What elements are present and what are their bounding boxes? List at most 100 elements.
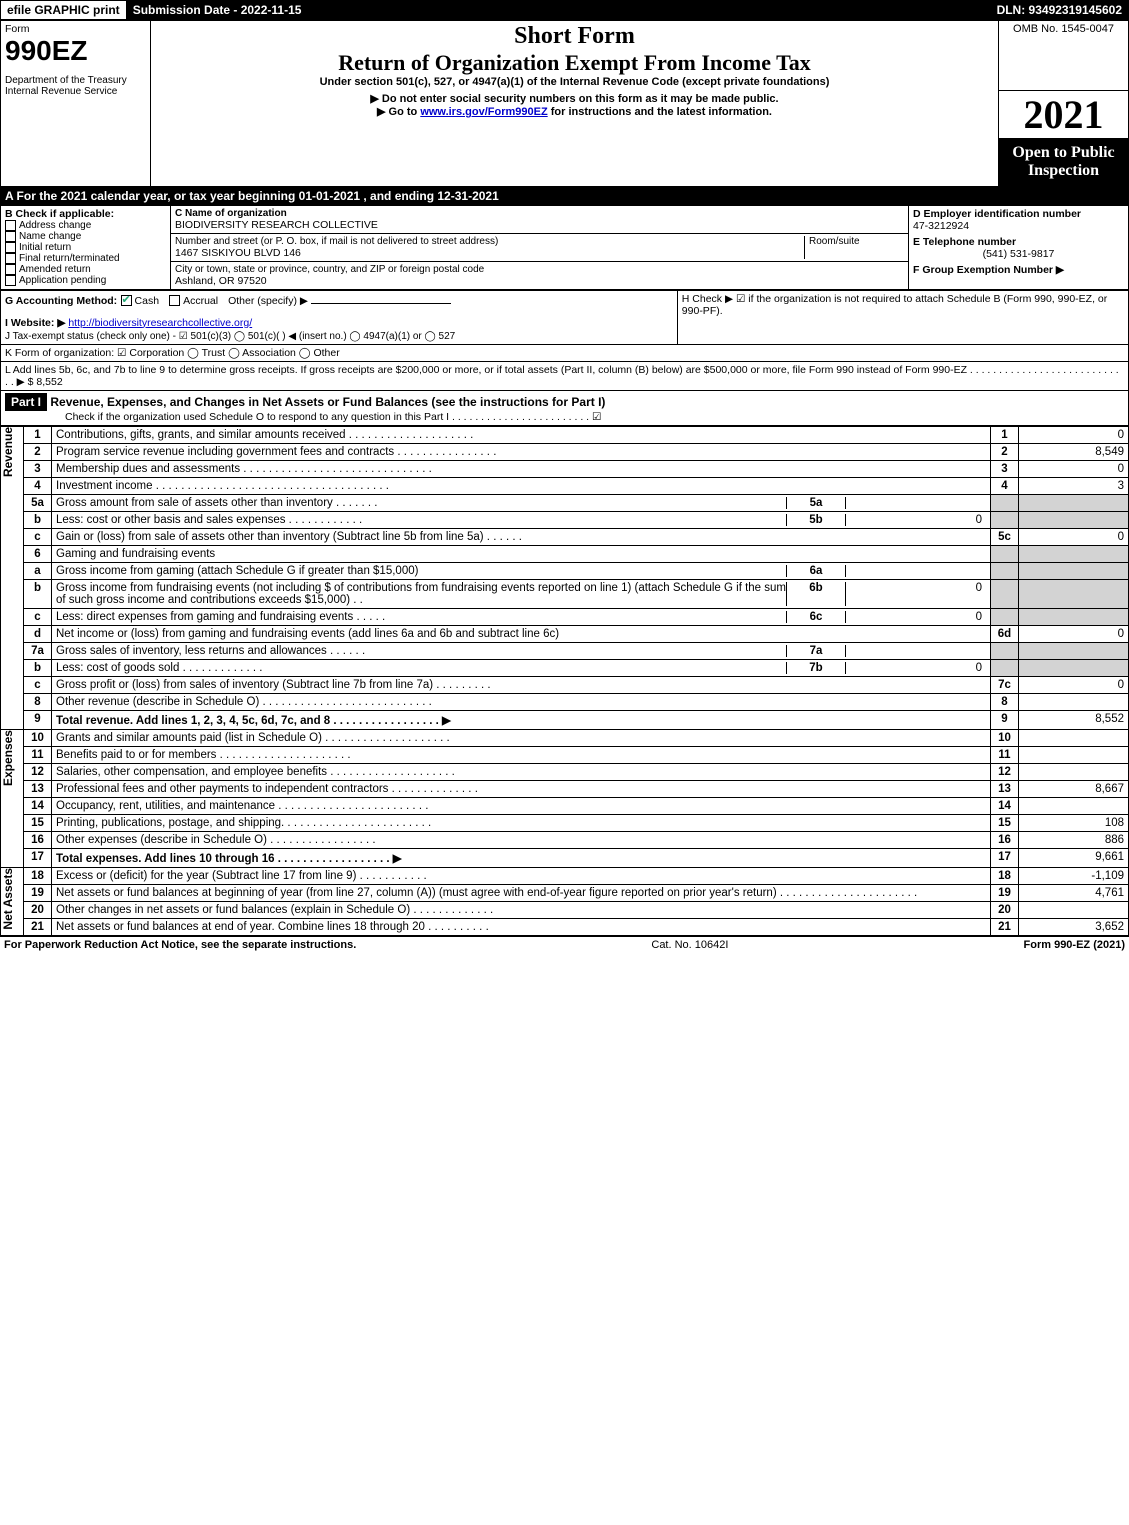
footer-left: For Paperwork Reduction Act Notice, see … (4, 939, 356, 951)
l20-amt (1019, 901, 1129, 918)
bullet-ssn: ▶ Do not enter social security numbers o… (155, 92, 994, 105)
l5a-sa (846, 497, 986, 509)
part1-check: Check if the organization used Schedule … (5, 411, 1124, 423)
l13-rnum: 13 (991, 780, 1019, 797)
l21-num: 21 (24, 918, 52, 935)
l6-rnum (991, 545, 1019, 562)
irs-link[interactable]: www.irs.gov/Form990EZ (420, 106, 547, 118)
l15-desc: Printing, publications, postage, and shi… (52, 814, 991, 831)
street-label: Number and street (or P. O. box, if mail… (175, 236, 804, 247)
dln: DLN: 93492319145602 (991, 1, 1128, 19)
l5a-sl: 5a (786, 497, 846, 509)
l6c-desc: Less: direct expenses from gaming and fu… (52, 608, 991, 625)
l5a-rnum (991, 494, 1019, 511)
l13-desc: Professional fees and other payments to … (52, 780, 991, 797)
lines-table: Revenue 1 Contributions, gifts, grants, … (0, 426, 1129, 936)
l4-num: 4 (24, 477, 52, 494)
chk-address: Address change (5, 220, 166, 231)
l17-rnum: 17 (991, 848, 1019, 867)
i-label: I Website: ▶ (5, 317, 65, 329)
room-label: Room/suite (809, 236, 904, 247)
chk-name: Name change (5, 231, 166, 242)
l5b-amt (1019, 511, 1129, 528)
l16-amt: 886 (1019, 831, 1129, 848)
l4-amt: 3 (1019, 477, 1129, 494)
l6-num: 6 (24, 545, 52, 562)
l14-rnum: 14 (991, 797, 1019, 814)
l17-amt: 9,661 (1019, 848, 1129, 867)
l12-amt (1019, 763, 1129, 780)
l5a-text: Gross amount from sale of assets other t… (56, 497, 786, 509)
l6c-amt (1019, 608, 1129, 625)
l19-desc: Net assets or fund balances at beginning… (52, 884, 991, 901)
l20-num: 20 (24, 901, 52, 918)
l5c-amt: 0 (1019, 528, 1129, 545)
l15-rnum: 15 (991, 814, 1019, 831)
part1-title: Revenue, Expenses, and Changes in Net As… (50, 395, 605, 409)
omb-number: OMB No. 1545-0047 (1003, 23, 1124, 35)
l1-amt: 0 (1019, 426, 1129, 443)
line-l: L Add lines 5b, 6c, and 7b to line 9 to … (0, 362, 1129, 391)
l12-rnum: 12 (991, 763, 1019, 780)
l8-amt (1019, 693, 1129, 710)
l5c-desc: Gain or (loss) from sale of assets other… (52, 528, 991, 545)
l6a-sl: 6a (786, 565, 846, 577)
chk-amended-label: Amended return (19, 264, 91, 275)
l19-rnum: 19 (991, 884, 1019, 901)
l5a-amt (1019, 494, 1129, 511)
l11-num: 11 (24, 746, 52, 763)
l14-desc: Occupancy, rent, utilities, and maintena… (52, 797, 991, 814)
l4-rnum: 4 (991, 477, 1019, 494)
l9-num: 9 (24, 710, 52, 729)
part1-header: Part I Revenue, Expenses, and Changes in… (0, 391, 1129, 426)
l6b-desc: Gross income from fundraising events (no… (52, 579, 991, 608)
l11-amt (1019, 746, 1129, 763)
l7b-desc: Less: cost of goods sold . . . . . . . .… (52, 659, 991, 676)
expenses-vlabel: Expenses (1, 730, 23, 786)
l6c-rnum (991, 608, 1019, 625)
l10-rnum: 10 (991, 729, 1019, 746)
c-label: C Name of organization (175, 208, 904, 219)
l5b-sa: 0 (846, 514, 986, 526)
l5b-text: Less: cost or other basis and sales expe… (56, 514, 786, 526)
header-table: Form 990EZ Department of the Treasury In… (0, 20, 1129, 187)
l3-amt: 0 (1019, 460, 1129, 477)
l2-desc: Program service revenue including govern… (52, 443, 991, 460)
l7b-amt (1019, 659, 1129, 676)
l6d-rnum: 6d (991, 625, 1019, 642)
l6c-text: Less: direct expenses from gaming and fu… (56, 611, 786, 623)
l13-num: 13 (24, 780, 52, 797)
l7b-sl: 7b (786, 662, 846, 674)
l16-desc: Other expenses (describe in Schedule O) … (52, 831, 991, 848)
l7b-text: Less: cost of goods sold . . . . . . . .… (56, 662, 786, 674)
chk-initial-label: Initial return (19, 242, 71, 253)
chk-pending: Application pending (5, 275, 166, 286)
l6b-sl: 6b (786, 582, 846, 606)
l7b-sa: 0 (846, 662, 986, 674)
l7b-rnum (991, 659, 1019, 676)
main-title: Return of Organization Exempt From Incom… (155, 50, 994, 76)
efile-label: efile GRAPHIC print (1, 1, 127, 19)
street: 1467 SISKIYOU BLVD 146 (175, 247, 804, 259)
chk-address-label: Address change (19, 220, 91, 231)
l13-amt: 8,667 (1019, 780, 1129, 797)
l9-text: Total revenue. Add lines 1, 2, 3, 4, 5c,… (56, 715, 451, 727)
l16-rnum: 16 (991, 831, 1019, 848)
website-link[interactable]: http://biodiversityresearchcollective.or… (68, 317, 252, 329)
l8-desc: Other revenue (describe in Schedule O) .… (52, 693, 991, 710)
l20-desc: Other changes in net assets or fund bala… (52, 901, 991, 918)
l6d-num: d (24, 625, 52, 642)
l6a-text: Gross income from gaming (attach Schedul… (56, 565, 786, 577)
l12-desc: Salaries, other compensation, and employ… (52, 763, 991, 780)
l2-rnum: 2 (991, 443, 1019, 460)
l5a-desc: Gross amount from sale of assets other t… (52, 494, 991, 511)
l7a-num: 7a (24, 642, 52, 659)
e-label: E Telephone number (913, 236, 1124, 248)
city: Ashland, OR 97520 (175, 275, 904, 287)
g-other: Other (specify) ▶ (228, 295, 308, 307)
part1-bar: Part I (5, 393, 47, 411)
l7c-num: c (24, 676, 52, 693)
chk-final-label: Final return/terminated (19, 253, 120, 264)
ein: 47-3212924 (913, 220, 1124, 232)
l15-num: 15 (24, 814, 52, 831)
